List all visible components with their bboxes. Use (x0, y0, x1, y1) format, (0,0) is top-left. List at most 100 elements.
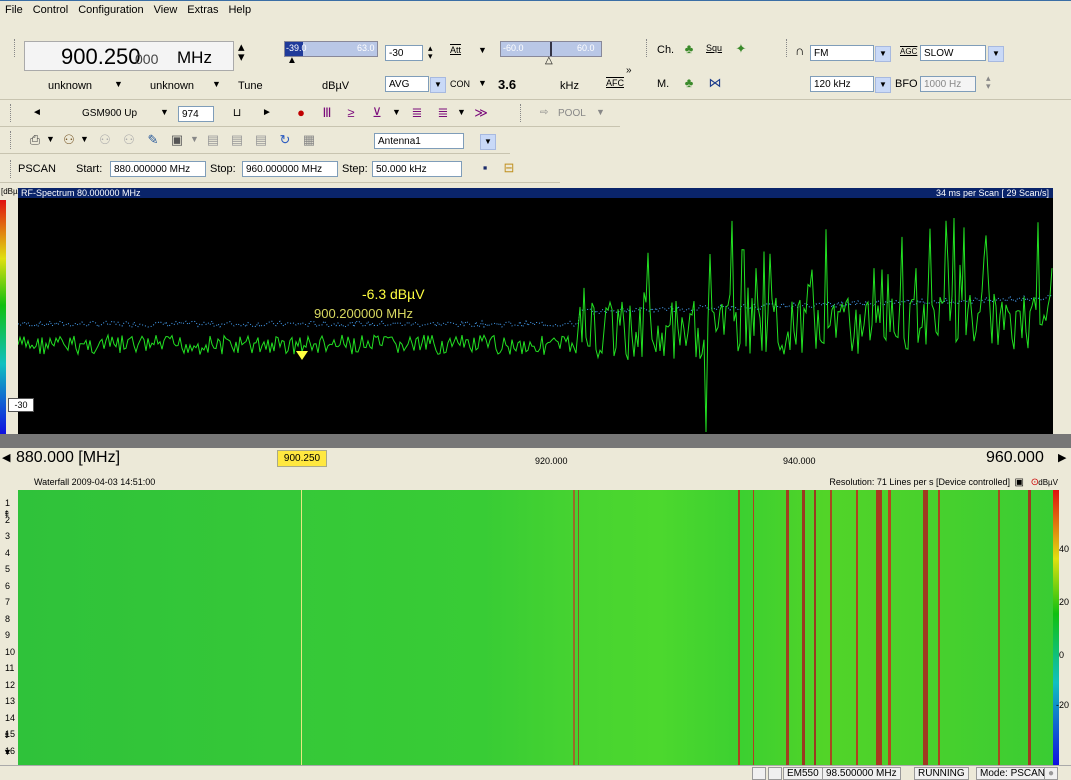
menu-item-control[interactable]: Control (32, 4, 69, 16)
chevron-down-icon[interactable]: ▼ (596, 107, 605, 117)
scan-icon[interactable]: ⋈ (708, 75, 722, 90)
fast-forward-icon[interactable]: ≫ (474, 105, 488, 120)
overflow-chevron-icon[interactable]: » (626, 65, 632, 76)
menu-item-help[interactable]: Help (228, 4, 252, 16)
toolbar-grip[interactable] (520, 104, 524, 122)
marker-triangle-icon[interactable] (296, 351, 308, 360)
channel-icon[interactable]: ♣ (684, 41, 694, 56)
agc-button[interactable]: AGC (900, 47, 918, 56)
window-icon[interactable]: ▣ (1014, 477, 1024, 488)
refresh-icon[interactable]: ↻ (279, 132, 291, 147)
chevron-down-icon[interactable]: ▼ (80, 134, 89, 144)
scroll-down-icon[interactable]: ▼ (3, 747, 12, 757)
toolbar-grip[interactable] (646, 39, 650, 57)
channel-input[interactable]: 974 (178, 106, 214, 122)
chevron-down-icon[interactable]: ▼ (190, 134, 199, 144)
waterfall-plot[interactable] (18, 490, 1053, 765)
band-select[interactable]: GSM900 Up (82, 108, 138, 119)
users-icon[interactable]: ⚇ (63, 132, 75, 147)
ref-level-input[interactable]: -30 (8, 398, 34, 412)
marker-freq-tag[interactable]: 900.250 (277, 450, 327, 467)
toolbar-grip[interactable] (10, 104, 14, 122)
con-button[interactable]: CON (450, 79, 470, 89)
record-icon[interactable]: ⊙ (1030, 477, 1039, 488)
step-input[interactable]: 50.000 kHz (372, 161, 462, 177)
agc-select[interactable]: SLOW (920, 45, 986, 61)
frequency-scrollbar[interactable] (0, 434, 1071, 448)
toolbar-grip[interactable] (10, 160, 14, 178)
doc-icon[interactable]: ▤ (254, 132, 268, 147)
bars-icon[interactable]: Ⅲ (322, 105, 332, 120)
level-pointer[interactable]: ▲ (287, 55, 297, 66)
doc-icon[interactable]: ▤ (206, 132, 220, 147)
image-icon[interactable]: ▦ (302, 132, 316, 147)
spectrum-plot[interactable]: -6.3 dBµV 900.200000 MHz (18, 198, 1053, 434)
if-bandwidth-select[interactable]: 120 kHz (810, 76, 874, 92)
chevron-down-icon[interactable]: ▼ (478, 78, 487, 88)
toolbar-grip[interactable] (14, 39, 18, 57)
chevron-down-icon[interactable]: ▼ (430, 77, 446, 93)
demod-select[interactable]: FM (810, 45, 874, 61)
level-slider[interactable]: -39.0 63.0 (284, 41, 378, 57)
start-input[interactable]: 880.000000 MHz (110, 161, 206, 177)
list-edit-icon[interactable]: ≣ (437, 105, 449, 120)
menu-item-file[interactable]: File (5, 4, 23, 16)
bfo-stepper[interactable]: ▴ ▾ (986, 73, 991, 91)
att-input[interactable]: -30 (385, 45, 423, 61)
chevron-down-icon[interactable]: ▼ (160, 107, 169, 117)
memory-icon[interactable]: ♣ (684, 75, 694, 90)
collapse-up-icon[interactable]: ⇞ (3, 509, 11, 519)
squelch-button[interactable]: Squ (706, 43, 723, 53)
fine-tune-slider[interactable]: -60.0 60.0 (500, 41, 602, 57)
scroll-left-icon[interactable]: ◀ (2, 452, 11, 464)
chevron-down-icon[interactable]: ▼ (114, 79, 123, 89)
list-icon[interactable]: ≣ (411, 105, 423, 120)
doc-icon[interactable]: ▤ (230, 132, 244, 147)
frequency-stepper[interactable]: ▴ ▾ (238, 39, 245, 64)
arrow-right-icon[interactable]: ⇨ (540, 107, 549, 118)
screen-icon[interactable]: ▣ (170, 132, 184, 147)
stop-icon[interactable]: ● (297, 105, 305, 120)
users-gray-icon[interactable]: ⚇ (123, 132, 135, 147)
chevron-down-icon[interactable]: ▼ (478, 45, 487, 55)
chevron-down-icon[interactable]: ▼ (212, 79, 221, 89)
slider-pointer[interactable]: △ (545, 55, 553, 66)
stop-input[interactable]: 960.000000 MHz (242, 161, 338, 177)
edit-icon[interactable]: ✎ (147, 132, 159, 147)
menu-item-configuration[interactable]: Configuration (78, 4, 144, 16)
collapse-down-icon[interactable]: ⇟ (3, 730, 11, 740)
prev-band-button[interactable]: ◄ (32, 107, 42, 118)
chevron-down-icon[interactable]: ▼ (480, 134, 496, 150)
save-icon[interactable]: ▪ (482, 160, 488, 175)
antenna-select[interactable]: Antenna1 (374, 133, 464, 149)
menu-item-view[interactable]: View (153, 4, 178, 16)
bfo-input[interactable]: 1000 Hz (920, 76, 976, 92)
scroll-right-icon[interactable]: ▶ (1058, 452, 1067, 464)
chevron-down-icon[interactable]: ▼ (46, 134, 55, 144)
users-gray-icon[interactable]: ⚇ (99, 132, 111, 147)
slider-thumb[interactable] (550, 42, 552, 56)
tune-button[interactable]: Tune (238, 80, 263, 92)
chevron-down-icon[interactable]: ▼ (875, 77, 891, 93)
pool-button[interactable]: POOL (558, 108, 586, 119)
print-icon[interactable]: ⎙ (29, 132, 41, 147)
dropdown-2[interactable]: unknown (150, 80, 195, 92)
chevron-down-icon[interactable]: ▼ (875, 46, 891, 62)
headphone-icon[interactable]: ∩ (795, 43, 805, 58)
step-end-icon[interactable]: ⊻ (372, 105, 382, 120)
toolbar-grip[interactable] (10, 131, 14, 149)
step-up-icon[interactable]: ≥ (347, 105, 355, 120)
antenna-icon[interactable]: ✦ (735, 41, 747, 56)
open-folder-icon[interactable]: ⊟ (503, 160, 515, 175)
chevron-down-icon[interactable]: ▼ (392, 107, 401, 117)
avg-select[interactable]: AVG (385, 76, 429, 92)
dropdown-1[interactable]: unknown (48, 80, 93, 92)
afc-button[interactable]: AFC (606, 78, 624, 88)
att-stepper[interactable]: ▴ ▾ (428, 43, 433, 61)
menu-item-extras[interactable]: Extras (187, 4, 219, 16)
frequency-display[interactable]: 900.250 000 MHz (24, 41, 234, 71)
chevron-down-icon[interactable]: ▼ (988, 46, 1004, 62)
bracket-icon[interactable]: ⊔ (232, 107, 242, 119)
play-icon[interactable]: ► (262, 107, 272, 118)
toolbar-grip[interactable] (786, 39, 790, 57)
